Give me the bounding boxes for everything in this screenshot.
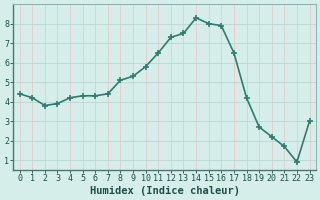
X-axis label: Humidex (Indice chaleur): Humidex (Indice chaleur) bbox=[90, 186, 240, 196]
